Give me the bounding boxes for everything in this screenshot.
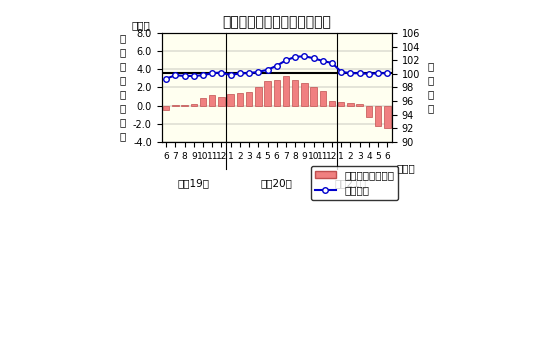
Bar — [356, 104, 363, 106]
Bar — [329, 101, 335, 106]
Bar — [163, 106, 169, 110]
Bar — [246, 92, 252, 106]
Bar — [273, 80, 280, 106]
Bar — [218, 97, 225, 106]
Text: （％）: （％） — [132, 20, 150, 30]
Text: （月）: （月） — [397, 164, 415, 174]
Text: 平成19年: 平成19年 — [178, 178, 210, 188]
Bar — [181, 105, 188, 106]
Bar — [264, 81, 271, 106]
Legend: 対前年同月上昇率, 総合指数: 対前年同月上昇率, 総合指数 — [311, 166, 398, 200]
Bar — [347, 103, 353, 106]
Bar — [384, 106, 391, 128]
Bar — [255, 88, 261, 106]
Bar — [200, 98, 206, 106]
Text: 平成21年: 平成21年 — [334, 178, 367, 188]
Bar — [283, 76, 289, 106]
Bar — [301, 83, 307, 106]
Bar — [172, 105, 179, 106]
Bar — [209, 95, 215, 106]
Text: 平成20年: 平成20年 — [261, 178, 293, 188]
Text: 総
合
指
数: 総 合 指 数 — [428, 62, 434, 113]
Bar — [338, 102, 345, 106]
Bar — [375, 106, 381, 126]
Bar — [292, 80, 299, 106]
Bar — [191, 104, 197, 106]
Bar — [319, 91, 326, 106]
Bar — [366, 106, 372, 117]
Bar — [310, 86, 317, 106]
Bar — [227, 94, 234, 106]
Bar — [237, 93, 243, 106]
Title: 鳥取市消費者物価指数の推移: 鳥取市消費者物価指数の推移 — [222, 15, 331, 29]
Text: 対
前
年
同
月
上
昇
率: 対 前 年 同 月 上 昇 率 — [119, 34, 125, 141]
